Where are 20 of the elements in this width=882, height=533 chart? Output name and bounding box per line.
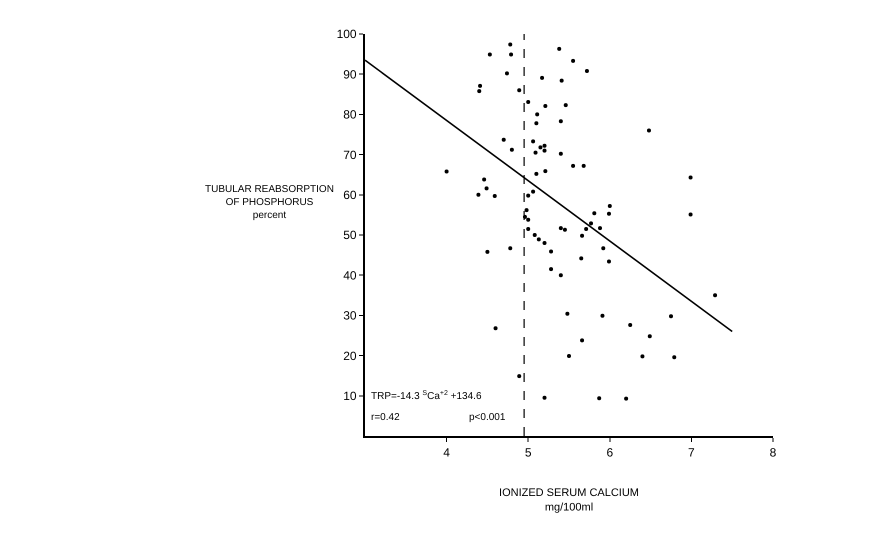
y-tick-label: 20 [343, 348, 357, 363]
x-tick-label: 8 [770, 445, 777, 460]
x-tick-label: 7 [688, 445, 696, 460]
x-tick-label: 4 [443, 445, 450, 460]
y-tick-label: 70 [343, 148, 357, 162]
y-tick-label: 10 [343, 389, 357, 403]
y-tick-label: 80 [343, 108, 357, 122]
x-axis-title: IONIZED SERUM CALCIUM mg/100ml [499, 487, 639, 514]
y-tick-label: 100 [336, 27, 357, 42]
y-axis-title: TUBULAR REABSORPTION OF PHOSPHORUS percent [205, 184, 334, 221]
y-tick-label: 90 [343, 67, 357, 82]
x-tick-label: 6 [606, 445, 614, 460]
y-tick-label: 40 [343, 268, 357, 282]
annotation: TRP=-14.3 $^{S}$Ca$^{+2}$ +134.6 [371, 390, 482, 402]
y-tick-label: 60 [343, 188, 357, 202]
x-tick-label: 5 [524, 445, 532, 460]
y-tick-label: 50 [343, 228, 357, 242]
annotation: p<0.001 [469, 412, 506, 423]
annotation: r=0.42 [371, 412, 400, 423]
y-tick-label: 30 [343, 308, 357, 323]
